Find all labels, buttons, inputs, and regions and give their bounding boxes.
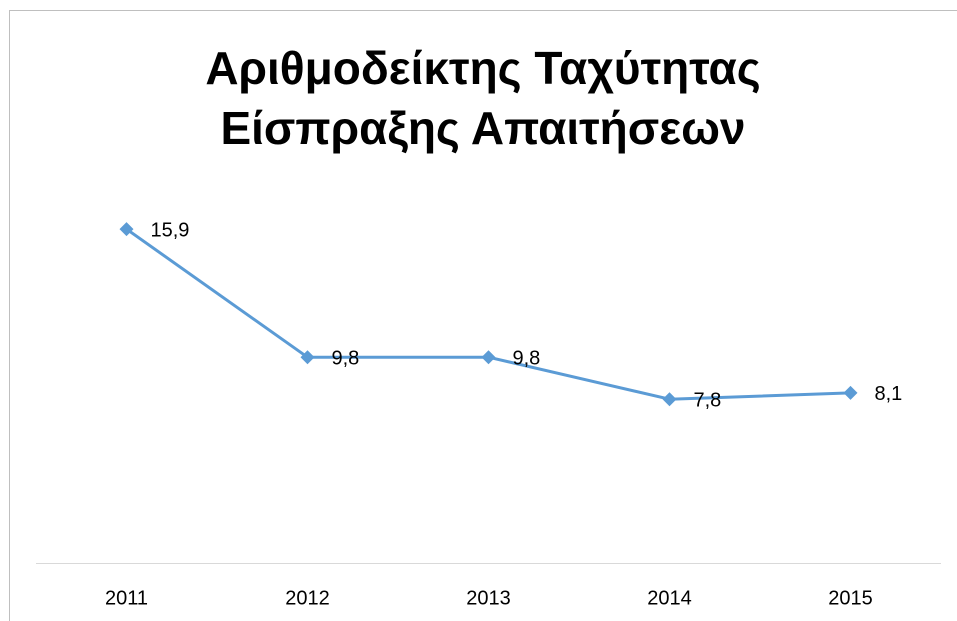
chart-title: Αριθμοδείκτης Ταχύτητας Είσπραξης Απαιτή…: [205, 42, 761, 154]
data-label: 8,1: [875, 383, 903, 405]
data-label: 9,8: [332, 347, 360, 369]
x-tick-label: 2015: [828, 587, 873, 609]
data-label: 7,8: [694, 389, 722, 411]
data-point: [662, 392, 677, 407]
data-label: 9,8: [513, 347, 541, 369]
data-line: [125, 227, 851, 401]
data-point: [119, 222, 134, 237]
data-point: [300, 350, 315, 365]
x-tick-label: 2012: [285, 587, 330, 609]
x-tick-label: 2014: [647, 587, 692, 609]
data-point: [843, 385, 858, 400]
x-tick-label: 2013: [466, 587, 511, 609]
x-tick-label: 2011: [105, 587, 148, 609]
data-label: 15,9: [151, 219, 190, 241]
data-point: [481, 350, 496, 365]
